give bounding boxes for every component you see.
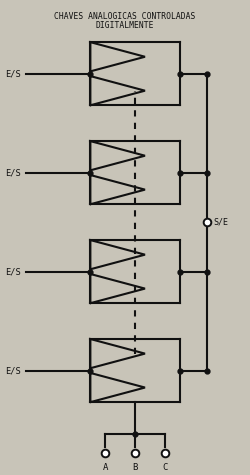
Text: E/S: E/S <box>5 267 21 276</box>
Text: DIGITALMENTE: DIGITALMENTE <box>96 21 154 30</box>
Text: A: A <box>102 464 108 473</box>
Text: B: B <box>132 464 138 473</box>
Text: E/S: E/S <box>5 69 21 78</box>
Text: S/E: S/E <box>213 218 228 227</box>
Text: E/S: E/S <box>5 168 21 177</box>
Text: CHAVES ANALOGICAS CONTROLADAS: CHAVES ANALOGICAS CONTROLADAS <box>54 12 196 21</box>
Text: E/S: E/S <box>5 366 21 375</box>
Text: C: C <box>162 464 168 473</box>
